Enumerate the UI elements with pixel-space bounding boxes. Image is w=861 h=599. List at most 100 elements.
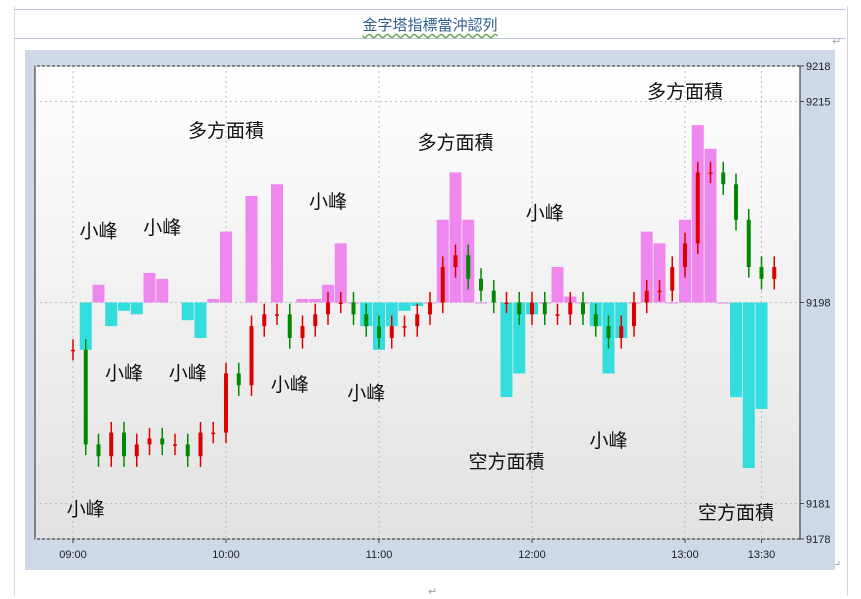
document-frame: [14, 6, 848, 596]
price-bar-body: [581, 302, 585, 315]
price-bar-body: [160, 438, 165, 445]
oscillator-bar: [207, 298, 220, 303]
price-bar-body: [389, 326, 394, 338]
chart-annotation: 小峰: [309, 191, 347, 213]
chart-annotation: 空方面積: [468, 451, 544, 473]
price-bar-body: [198, 432, 203, 457]
price-bar-body: [275, 314, 279, 316]
chart-annotation: 小峰: [169, 362, 207, 384]
price-bar-body: [83, 349, 88, 445]
y-tick-label: 9215: [806, 96, 830, 108]
oscillator-bar: [755, 302, 768, 409]
oscillator-bar: [398, 302, 411, 311]
price-bar-body: [746, 219, 751, 268]
price-bar-body: [236, 373, 241, 386]
y-tick-label: 9178: [806, 534, 830, 546]
price-bar-body: [593, 314, 598, 327]
y-axis: 9218 9215 9198 9181 9178: [800, 61, 830, 546]
chart-annotation: 小峰: [271, 374, 309, 396]
oscillator-bar: [742, 302, 755, 469]
price-bar-body: [326, 302, 330, 315]
price-bar-body: [530, 302, 534, 315]
price-bar-body: [721, 172, 726, 185]
chart-annotation: 小峰: [143, 217, 181, 239]
x-tick-label: 13:00: [671, 549, 699, 561]
price-bar-body: [71, 349, 75, 352]
price-bar-body: [606, 326, 611, 338]
oscillator-bar: [118, 302, 130, 311]
document-title[interactable]: 金字塔指標當沖認列: [362, 16, 498, 34]
price-bar-body: [300, 326, 305, 338]
oscillator-bar: [385, 302, 398, 327]
paragraph-mark-icon: ↵: [832, 558, 842, 571]
price-bar-body: [122, 432, 126, 457]
oscillator-bar: [653, 243, 666, 303]
chart-annotation: 小峰: [79, 220, 117, 242]
chart-annotation: 小峰: [105, 362, 143, 384]
document-title-row: 金字塔指標當沖認列: [14, 9, 846, 39]
price-bar-body: [453, 255, 458, 268]
chart-annotation: 小峰: [67, 498, 105, 520]
x-tick-label: 11:00: [366, 549, 393, 561]
price-bar-body: [134, 444, 139, 457]
paragraph-mark-icon: ↵: [428, 585, 438, 598]
price-bar-body: [504, 302, 509, 304]
price-bar-body: [262, 314, 267, 327]
oscillator-bar: [143, 272, 156, 303]
price-bar-body: [670, 267, 675, 291]
price-bar-body: [249, 326, 254, 386]
price-bar-body: [287, 314, 292, 338]
oscillator-bar: [296, 298, 309, 303]
price-bar-body: [109, 432, 114, 457]
oscillator-bar: [640, 231, 653, 303]
oscillator-bar: [717, 302, 730, 304]
oscillator-bar: [156, 278, 169, 303]
x-tick-label: 13:30: [748, 549, 776, 561]
paragraph-mark-icon: ↵: [832, 35, 842, 48]
oscillator-bar: [334, 243, 347, 303]
x-tick-label: 10:00: [212, 549, 240, 561]
oscillator-bar: [475, 302, 487, 304]
x-axis: 09:00 10:00 11:00 12:00 13:00 13:30: [59, 539, 775, 561]
chart-annotation: 多方面積: [417, 132, 493, 154]
oscillator-bar: [194, 302, 207, 338]
price-bar-body: [364, 314, 369, 327]
price-bar-body: [644, 290, 649, 303]
price-bar-body: [211, 432, 216, 435]
chart-annotation: 多方面積: [188, 120, 264, 142]
price-bar-body: [313, 314, 318, 327]
x-tick-label: 12:00: [518, 549, 546, 561]
price-bar-body: [415, 314, 420, 327]
chart-annotation: 空方面積: [698, 502, 774, 524]
price-bar-body: [351, 302, 356, 315]
oscillator-bar: [220, 231, 232, 303]
oscillator-bar: [309, 298, 322, 303]
oscillator-bar: [271, 184, 283, 303]
price-bar-body: [338, 302, 343, 304]
price-bar-body: [479, 278, 483, 291]
price-bar-body: [772, 267, 777, 279]
x-tick-label: 09:00: [59, 549, 87, 561]
price-bar-body: [695, 172, 700, 244]
oscillator-bar: [79, 302, 92, 350]
price-bar-body: [173, 444, 177, 446]
oscillator-bar: [513, 302, 526, 374]
price-bar-body: [428, 302, 432, 315]
price-bar-body: [657, 290, 662, 293]
oscillator-bar: [181, 302, 194, 321]
price-bar-body: [517, 302, 522, 315]
chart-annotation: 小峰: [589, 430, 627, 452]
price-bar-body: [224, 373, 228, 433]
oscillator-bar: [130, 302, 143, 315]
price-bar-body: [568, 302, 573, 315]
price-bar-body: [759, 267, 764, 279]
oscillator-bar: [704, 148, 717, 303]
oscillator-bar: [666, 302, 679, 304]
price-bar-body: [377, 326, 381, 338]
price-bar-body: [708, 172, 713, 174]
chart-annotation: 多方面積: [647, 81, 723, 103]
price-bar-body: [96, 444, 101, 457]
oscillator-bar: [500, 302, 513, 398]
